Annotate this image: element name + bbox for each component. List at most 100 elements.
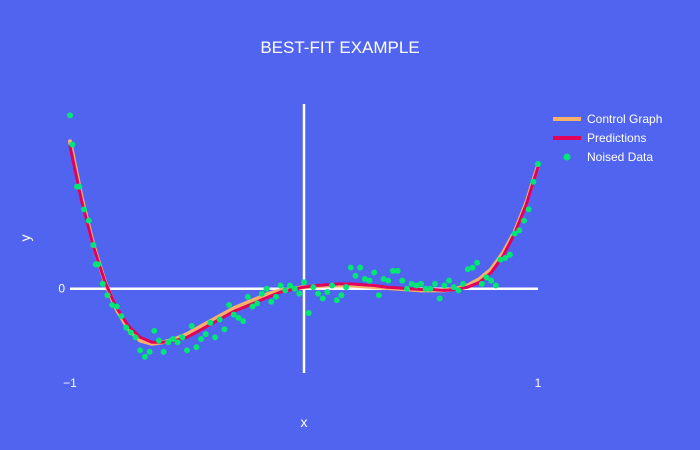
data-point [436,295,443,302]
data-point [226,301,233,308]
data-point [179,334,186,341]
data-point [408,280,415,287]
data-point [371,269,378,276]
data-point [132,334,139,341]
data-point [244,293,251,300]
legend-swatch-noised-data [563,153,571,161]
data-point [230,311,237,318]
data-point [127,329,134,336]
data-point [109,301,116,308]
data-point [380,276,387,283]
data-point [389,267,396,274]
data-point [483,274,490,281]
data-point [160,348,167,355]
data-point [366,277,373,284]
data-point [212,334,219,341]
data-point [497,256,504,263]
data-point [301,279,307,286]
data-point [455,287,462,294]
data-point [254,300,261,307]
data-point [530,178,537,185]
x-tick-label: −1 [63,376,77,390]
data-point [361,276,368,283]
data-point [198,335,205,342]
data-point [357,264,364,271]
data-point [333,297,340,304]
data-point [460,280,467,287]
data-point [432,280,439,287]
data-point [76,183,83,190]
legend: Control Graph Predictions Noised Data [553,112,662,164]
data-point [347,264,354,271]
data-point [296,290,303,297]
data-point [282,287,289,294]
data-point [95,261,102,268]
data-point [305,310,312,317]
data-point [315,290,322,297]
data-point [90,241,97,248]
plot-area: −1 1 0 [58,104,542,390]
data-point [352,272,359,279]
data-point [146,348,153,355]
data-point [427,285,434,292]
data-point [118,313,125,320]
data-point [113,303,120,310]
data-point [375,292,382,299]
chart-title: BEST-FIT EXAMPLE [260,38,419,57]
data-point [394,267,401,274]
data-point [286,282,293,289]
data-point [403,285,410,292]
data-point [169,335,176,342]
data-point [137,347,144,354]
x-tick-label: 1 [535,376,542,390]
data-point [81,206,88,213]
data-point [85,217,92,224]
data-point [319,295,326,302]
data-point [216,316,223,323]
data-point [478,280,485,287]
data-point [450,284,457,291]
data-point [474,259,481,266]
data-point [258,290,265,297]
data-point [202,331,209,338]
data-point [99,280,106,287]
data-point [104,292,111,299]
data-point [277,282,284,289]
data-point [446,277,453,284]
data-point [399,277,406,284]
data-point [207,319,214,326]
data-point [151,327,158,334]
y-tick-label: 0 [58,282,65,296]
legend-label-predictions: Predictions [587,131,646,145]
data-point [511,230,518,237]
data-point [343,284,350,291]
data-point [516,227,523,234]
data-point [165,339,172,346]
data-point [525,206,532,213]
data-point [221,326,228,333]
data-point [418,280,424,287]
data-point [263,285,270,292]
legend-label-control-graph: Control Graph [587,112,662,126]
data-point [329,282,336,289]
data-point [268,298,275,305]
data-point [413,282,420,289]
data-point [338,292,345,299]
data-point [272,293,279,300]
x-axis-label: x [301,414,308,430]
data-point [174,339,181,346]
data-point [506,251,513,258]
data-point [249,303,256,310]
data-point [324,288,331,295]
data-point [193,344,200,351]
data-point [488,277,495,284]
data-point [535,160,541,167]
y-axis-label: y [17,235,33,242]
data-point [184,347,190,354]
data-point [492,282,499,289]
data-point [310,284,317,291]
data-point [520,217,527,224]
data-point [141,353,148,360]
data-point [422,285,429,292]
